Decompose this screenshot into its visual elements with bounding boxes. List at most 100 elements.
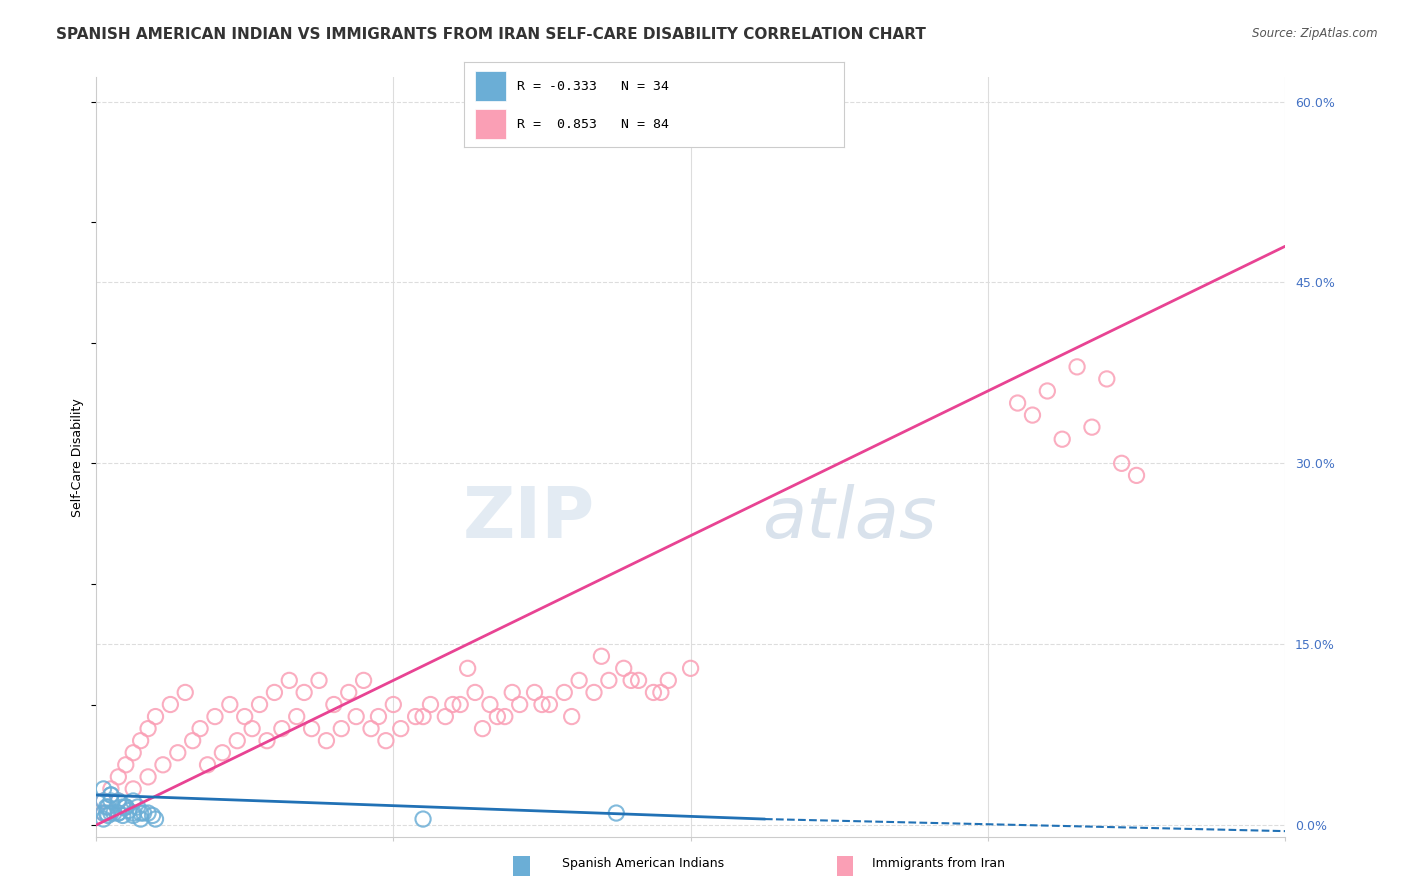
Point <box>471 722 494 736</box>
Point <box>591 649 613 664</box>
Point <box>449 698 471 712</box>
Point <box>627 673 650 688</box>
Point <box>582 685 605 699</box>
Point <box>100 781 122 796</box>
Point <box>159 698 181 712</box>
Point <box>114 800 136 814</box>
Point <box>292 685 315 699</box>
Point <box>129 805 152 820</box>
Point <box>96 805 118 820</box>
Point <box>263 685 285 699</box>
Point <box>568 673 591 688</box>
Point <box>114 800 136 814</box>
Point <box>145 709 167 723</box>
Point <box>561 709 583 723</box>
Point <box>1021 408 1043 422</box>
Point <box>197 757 219 772</box>
Point <box>270 722 292 736</box>
Point <box>226 733 249 747</box>
Point <box>93 794 115 808</box>
Point <box>107 794 129 808</box>
Point <box>650 685 672 699</box>
Point <box>107 770 129 784</box>
Bar <box>475 71 506 101</box>
Point <box>553 685 575 699</box>
Point <box>441 698 464 712</box>
Point <box>308 673 330 688</box>
Point <box>93 812 115 826</box>
Point <box>367 709 389 723</box>
Point <box>145 812 167 826</box>
Point <box>100 788 122 802</box>
Point <box>127 800 149 814</box>
Point <box>353 673 375 688</box>
Point <box>93 794 115 808</box>
Point <box>278 673 301 688</box>
Point <box>330 722 353 736</box>
Point <box>405 709 427 723</box>
Point <box>93 805 115 820</box>
Point <box>97 800 120 814</box>
Point <box>129 733 152 747</box>
Point <box>136 805 159 820</box>
Point <box>249 698 271 712</box>
Point <box>643 685 665 699</box>
Point <box>122 781 145 796</box>
Point <box>107 794 129 808</box>
Text: atlas: atlas <box>762 483 936 552</box>
Point <box>204 709 226 723</box>
Point <box>114 800 136 814</box>
Point <box>1050 432 1073 446</box>
Point <box>122 808 145 822</box>
Point <box>218 698 240 712</box>
Point <box>107 805 129 820</box>
Point <box>1081 420 1104 434</box>
Point <box>657 673 679 688</box>
Point <box>103 805 125 820</box>
Point <box>605 805 627 820</box>
Point <box>114 757 136 772</box>
Point <box>211 746 233 760</box>
Point <box>530 698 553 712</box>
Point <box>374 733 396 747</box>
Text: ZIP: ZIP <box>463 483 596 552</box>
Point <box>1036 384 1059 398</box>
Point <box>152 757 174 772</box>
Y-axis label: Self-Care Disability: Self-Care Disability <box>72 398 84 516</box>
Text: Immigrants from Iran: Immigrants from Iran <box>872 856 1005 870</box>
Point <box>457 661 479 675</box>
Text: R = -0.333   N = 34: R = -0.333 N = 34 <box>517 79 669 93</box>
Text: R =  0.853   N = 84: R = 0.853 N = 84 <box>517 118 669 131</box>
Point <box>301 722 323 736</box>
Point <box>111 800 134 814</box>
Point <box>285 709 308 723</box>
Point <box>141 808 163 822</box>
Point <box>360 722 382 736</box>
Point <box>523 685 546 699</box>
Point <box>464 685 486 699</box>
Point <box>344 709 367 723</box>
Point <box>501 685 523 699</box>
Point <box>1111 456 1133 470</box>
Point <box>181 733 204 747</box>
Point <box>613 661 636 675</box>
Point <box>382 698 405 712</box>
Point <box>679 661 702 675</box>
Point <box>315 733 337 747</box>
Point <box>598 673 620 688</box>
Point <box>111 808 134 822</box>
Point <box>129 812 152 826</box>
Text: SPANISH AMERICAN INDIAN VS IMMIGRANTS FROM IRAN SELF-CARE DISABILITY CORRELATION: SPANISH AMERICAN INDIAN VS IMMIGRANTS FR… <box>56 27 927 42</box>
Text: Source: ZipAtlas.com: Source: ZipAtlas.com <box>1253 27 1378 40</box>
Point <box>122 746 145 760</box>
Point <box>1095 372 1118 386</box>
Point <box>389 722 412 736</box>
Point <box>96 800 118 814</box>
Point <box>478 698 501 712</box>
Point <box>538 698 561 712</box>
Point <box>322 698 344 712</box>
Point <box>100 805 122 820</box>
Point <box>100 794 122 808</box>
Point <box>166 746 188 760</box>
Point <box>233 709 256 723</box>
